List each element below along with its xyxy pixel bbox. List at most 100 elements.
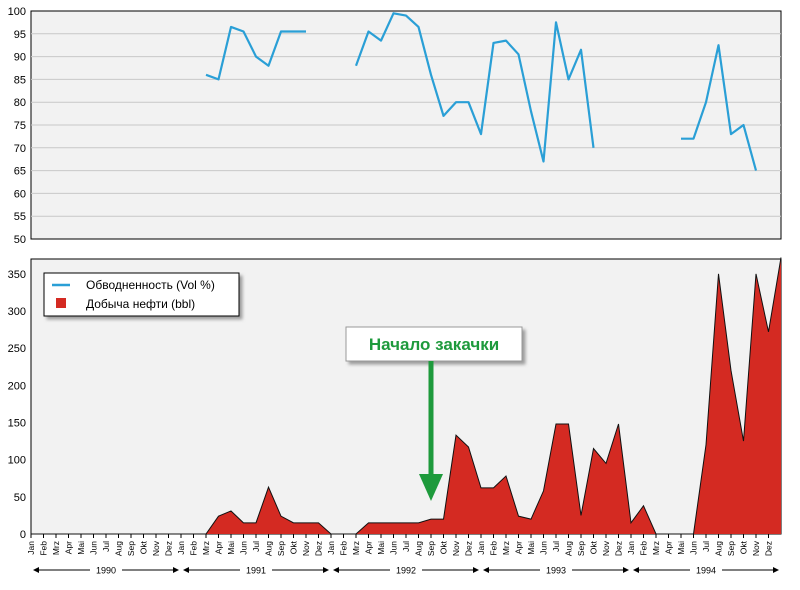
year-label-bg [390,564,422,576]
year-label: 1994 [696,566,716,576]
month-tick-label: Feb [489,541,499,556]
month-tick-label: Jan [626,541,636,555]
year-arrow-head [173,567,179,573]
water-cut-line-segment [205,25,306,81]
month-tick-label: Okt [139,540,149,554]
y-tick-label: 150 [8,418,26,430]
oil-production-area [31,257,781,534]
month-tick-label: Dez [764,541,774,556]
month-tick-label: Apr [364,541,374,554]
year-arrow-head [183,567,189,573]
month-tick-label: Feb [639,541,649,556]
y-tick-label: 85 [14,74,26,86]
month-tick-label: Sep [726,541,736,556]
month-tick-label: Sep [126,541,136,556]
month-tick-label: Apr [214,541,224,554]
oil-production-y-axis: 0 50 100 150 200 250 300 350 [8,269,26,541]
month-tick-label: Dez [314,541,324,556]
y-tick-label: 55 [14,211,26,223]
month-tick-label: Aug [264,541,274,556]
month-tick-label: Jan [326,541,336,555]
month-tick-label: Okt [289,540,299,554]
annotation-box [345,326,523,362]
month-tick-label: Mrz [351,541,361,555]
month-tick-label: Apr [64,541,74,554]
month-tick-label: Feb [39,541,49,556]
month-tick-label: Dez [464,541,474,556]
month-tick-label: Apr [664,541,674,554]
month-tick-label: Jul [101,541,111,552]
y-tick-label: 50 [14,492,26,504]
arrow-shaft [428,361,434,476]
water-cut-y-axis: 50 55 60 65 70 75 80 85 90 95 100 [8,6,26,246]
year-label-bg [240,564,272,576]
month-tick-label: Nov [151,540,161,556]
month-tick-label: Jun [89,541,99,555]
year-arrow-head [633,567,639,573]
month-tick-label: Jul [251,541,261,552]
month-tick-label: Jan [26,541,36,555]
month-tick-label: Aug [564,541,574,556]
month-tick-label: Aug [414,541,424,556]
legend-water-cut-label: Обводненность (Vol %) [86,278,215,292]
y-tick-label: 100 [8,6,26,18]
year-arrow-head [483,567,489,573]
month-tick-label: Mrz [51,541,61,555]
month-tick-label: Jan [476,541,486,555]
year-arrow-head [323,567,329,573]
y-tick-label: 300 [8,306,26,318]
month-tick-label: Apr [514,541,524,554]
y-tick-label: 80 [14,97,26,109]
y-tick-label: 70 [14,143,26,155]
month-tick-label: Mrz [501,541,511,555]
y-tick-label: 90 [14,52,26,64]
legend: Обводненность (Vol %) Добыча нефти (bbl) [43,272,240,317]
legend-oil-swatch [56,298,66,308]
month-tick-label: Nov [301,540,311,556]
annotation-arrow [419,361,443,501]
arrow-head [419,474,443,501]
month-tick-label: Mai [76,541,86,555]
y-tick-label: 250 [8,343,26,355]
month-tick-label: Nov [601,540,611,556]
y-tick-label: 50 [14,234,26,246]
month-tick-label: Mai [676,541,686,555]
month-tick-label: Jun [239,541,249,555]
y-tick-label: 0 [20,529,26,541]
year-label: 1990 [96,566,116,576]
month-tick-label: Dez [164,541,174,556]
year-label-bg [90,564,122,576]
month-tick-label: Jul [401,541,411,552]
month-tick-label: Mai [526,541,536,555]
y-tick-label: 200 [8,380,26,392]
month-tick-label: Jun [389,541,399,555]
year-arrow-head [773,567,779,573]
water-cut-line-segment [681,44,758,171]
injection-start-annotation: Начало закачки [345,326,523,501]
year-label: 1992 [396,566,416,576]
month-tick-label: Okt [589,540,599,554]
month-tick-label: Mai [376,541,386,555]
month-tick-label: Jul [551,541,561,552]
y-tick-label: 65 [14,166,26,178]
month-tick-label: Jun [689,541,699,555]
annotation-label: Начало закачки [369,335,499,354]
year-label: 1993 [546,566,566,576]
month-tick-label: Mrz [201,541,211,555]
month-tick-label: Aug [714,541,724,556]
water-cut-series [205,12,758,171]
month-tick-label: Okt [739,540,749,554]
month-tick-label: Jan [176,541,186,555]
month-tick-label: Jul [701,541,711,552]
month-tick-label: Sep [576,541,586,556]
legend-oil-label: Добыча нефти (bbl) [86,297,195,311]
water-cut-gridlines [31,33,781,217]
legend-box [43,272,240,317]
month-tick-label: Sep [426,541,436,556]
y-tick-label: 60 [14,188,26,200]
year-arrow-head [333,567,339,573]
y-tick-label: 95 [14,29,26,41]
y-tick-label: 350 [8,269,26,281]
